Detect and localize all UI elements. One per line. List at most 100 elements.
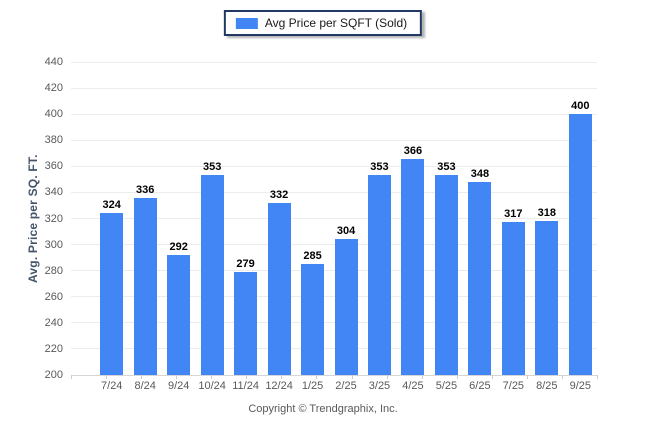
x-tick-label: 4/25 [402,380,424,392]
bar-11/24[interactable] [234,271,258,375]
y-tick-label: 320 [44,212,63,225]
x-tick-mark [456,375,458,379]
legend-label: Avg Price per SQFT (Sold) [264,16,408,30]
y-tick-label: 440 [44,56,63,68]
bar-8/24[interactable] [133,197,157,375]
x-tick-mark [106,375,108,379]
bar-5/25[interactable] [434,175,458,375]
x-tick-mark [176,375,178,379]
bar-7/24[interactable] [100,213,124,375]
x-tick-mark [141,375,143,379]
bar-value-label: 353 [437,161,456,174]
legend-swatch-icon [235,17,258,29]
gridline [71,139,597,141]
x-tick-label: 9/24 [167,380,190,392]
x-tick-mark [491,375,493,379]
y-axis-tick-labels: 200 220 240 260 280 300 320 340 360 380 400 420 440 [0,56,67,381]
bar-value-label: 292 [169,241,188,254]
bar-column: 285 [296,62,329,375]
y-tick-label: 260 [44,290,63,303]
x-tick-mark [421,375,423,379]
x-tick-mark [211,375,213,379]
x-axis-labels: 7/24 8/24 9/24 10/24 11/24 12/24 1/25 2/25 3/25 4… [95,380,597,392]
x-tick-label: 7/24 [101,380,123,392]
x-tick-mark [597,375,598,379]
x-tick-label: 7/25 [502,380,525,392]
x-tick-label: 8/24 [134,380,156,392]
x-tick-label: 1/25 [301,380,324,392]
x-tick-label: 12/24 [265,380,293,392]
bar-column: 353 [363,62,396,375]
x-tick-mark [281,375,283,379]
gridline [71,165,597,167]
bars-container: 324 336 292 353 279 332 285 304 353 366 353 348 317 3… [95,62,597,375]
bar-column: 317 [497,62,530,375]
bar-8/25[interactable] [535,221,559,375]
x-tick-mark [246,375,248,379]
bar-value-label: 318 [537,207,556,220]
bar-value-label: 366 [403,144,423,157]
x-tick-label: 6/25 [469,380,491,392]
gridline [71,87,597,89]
bar-column: 348 [463,62,496,375]
bar-10/24[interactable] [200,175,224,375]
bar-7/25[interactable] [501,222,525,375]
gridline [71,322,597,324]
gridline [71,348,597,350]
y-tick-label: 360 [44,160,63,173]
gridline [71,218,597,219]
bar-value-label: 336 [136,183,155,196]
bar-1/25[interactable] [301,264,325,375]
y-tick-label: 240 [44,316,63,329]
bar-2/25[interactable] [334,239,358,375]
x-tick-mark [351,375,353,379]
gridline [71,270,597,272]
bar-value-label: 317 [504,208,523,221]
bar-column: 400 [564,62,597,375]
bar-column: 292 [162,62,195,375]
gridline [71,113,597,115]
x-tick-label: 10/24 [198,380,226,392]
bar-value-label: 348 [470,167,490,180]
bar-3/25[interactable] [367,175,391,375]
bar-value-label: 353 [202,161,222,174]
bar-value-label: 400 [571,100,590,113]
bar-value-label: 304 [336,225,356,238]
bar-column: 279 [229,62,262,375]
x-tick-label: 8/25 [536,380,558,392]
bar-column: 318 [530,62,563,375]
bar-4/25[interactable] [401,158,425,375]
bar-column: 304 [329,62,362,375]
bar-column: 353 [430,62,463,375]
bar-column: 324 [95,62,128,375]
y-tick-label: 300 [44,238,63,251]
y-tick-label: 340 [44,186,63,199]
x-tick-mark [316,375,318,379]
x-tick-mark [561,375,563,379]
gridline [71,296,597,298]
y-tick-label: 200 [44,369,63,381]
y-tick-label: 420 [44,82,63,95]
bar-12/24[interactable] [267,202,291,375]
bar-value-label: 279 [236,257,255,270]
bar-9/25[interactable] [568,114,592,375]
gridline [71,244,597,246]
x-tick-label: 3/25 [368,380,391,392]
x-tick-mark [386,375,388,379]
x-tick-label: 9/25 [569,380,591,392]
legend: Avg Price per SQFT (Sold) [223,10,423,36]
bar-9/24[interactable] [167,255,191,375]
bar-value-label: 332 [269,188,289,201]
bar-value-label: 353 [370,161,389,174]
y-tick-label: 380 [44,134,63,147]
x-tick-label: 11/24 [232,380,259,392]
copyright-text: Copyright © Trendgraphix, Inc. [248,403,398,415]
bar-value-label: 324 [102,199,121,212]
bar-column: 332 [262,62,295,375]
bar-value-label: 285 [303,250,322,263]
plot-area: 324 336 292 353 279 332 285 304 353 366 353 348 317 3… [71,61,598,379]
x-axis-line [71,374,597,376]
x-tick-mark [526,375,528,379]
bar-6/25[interactable] [468,181,492,375]
